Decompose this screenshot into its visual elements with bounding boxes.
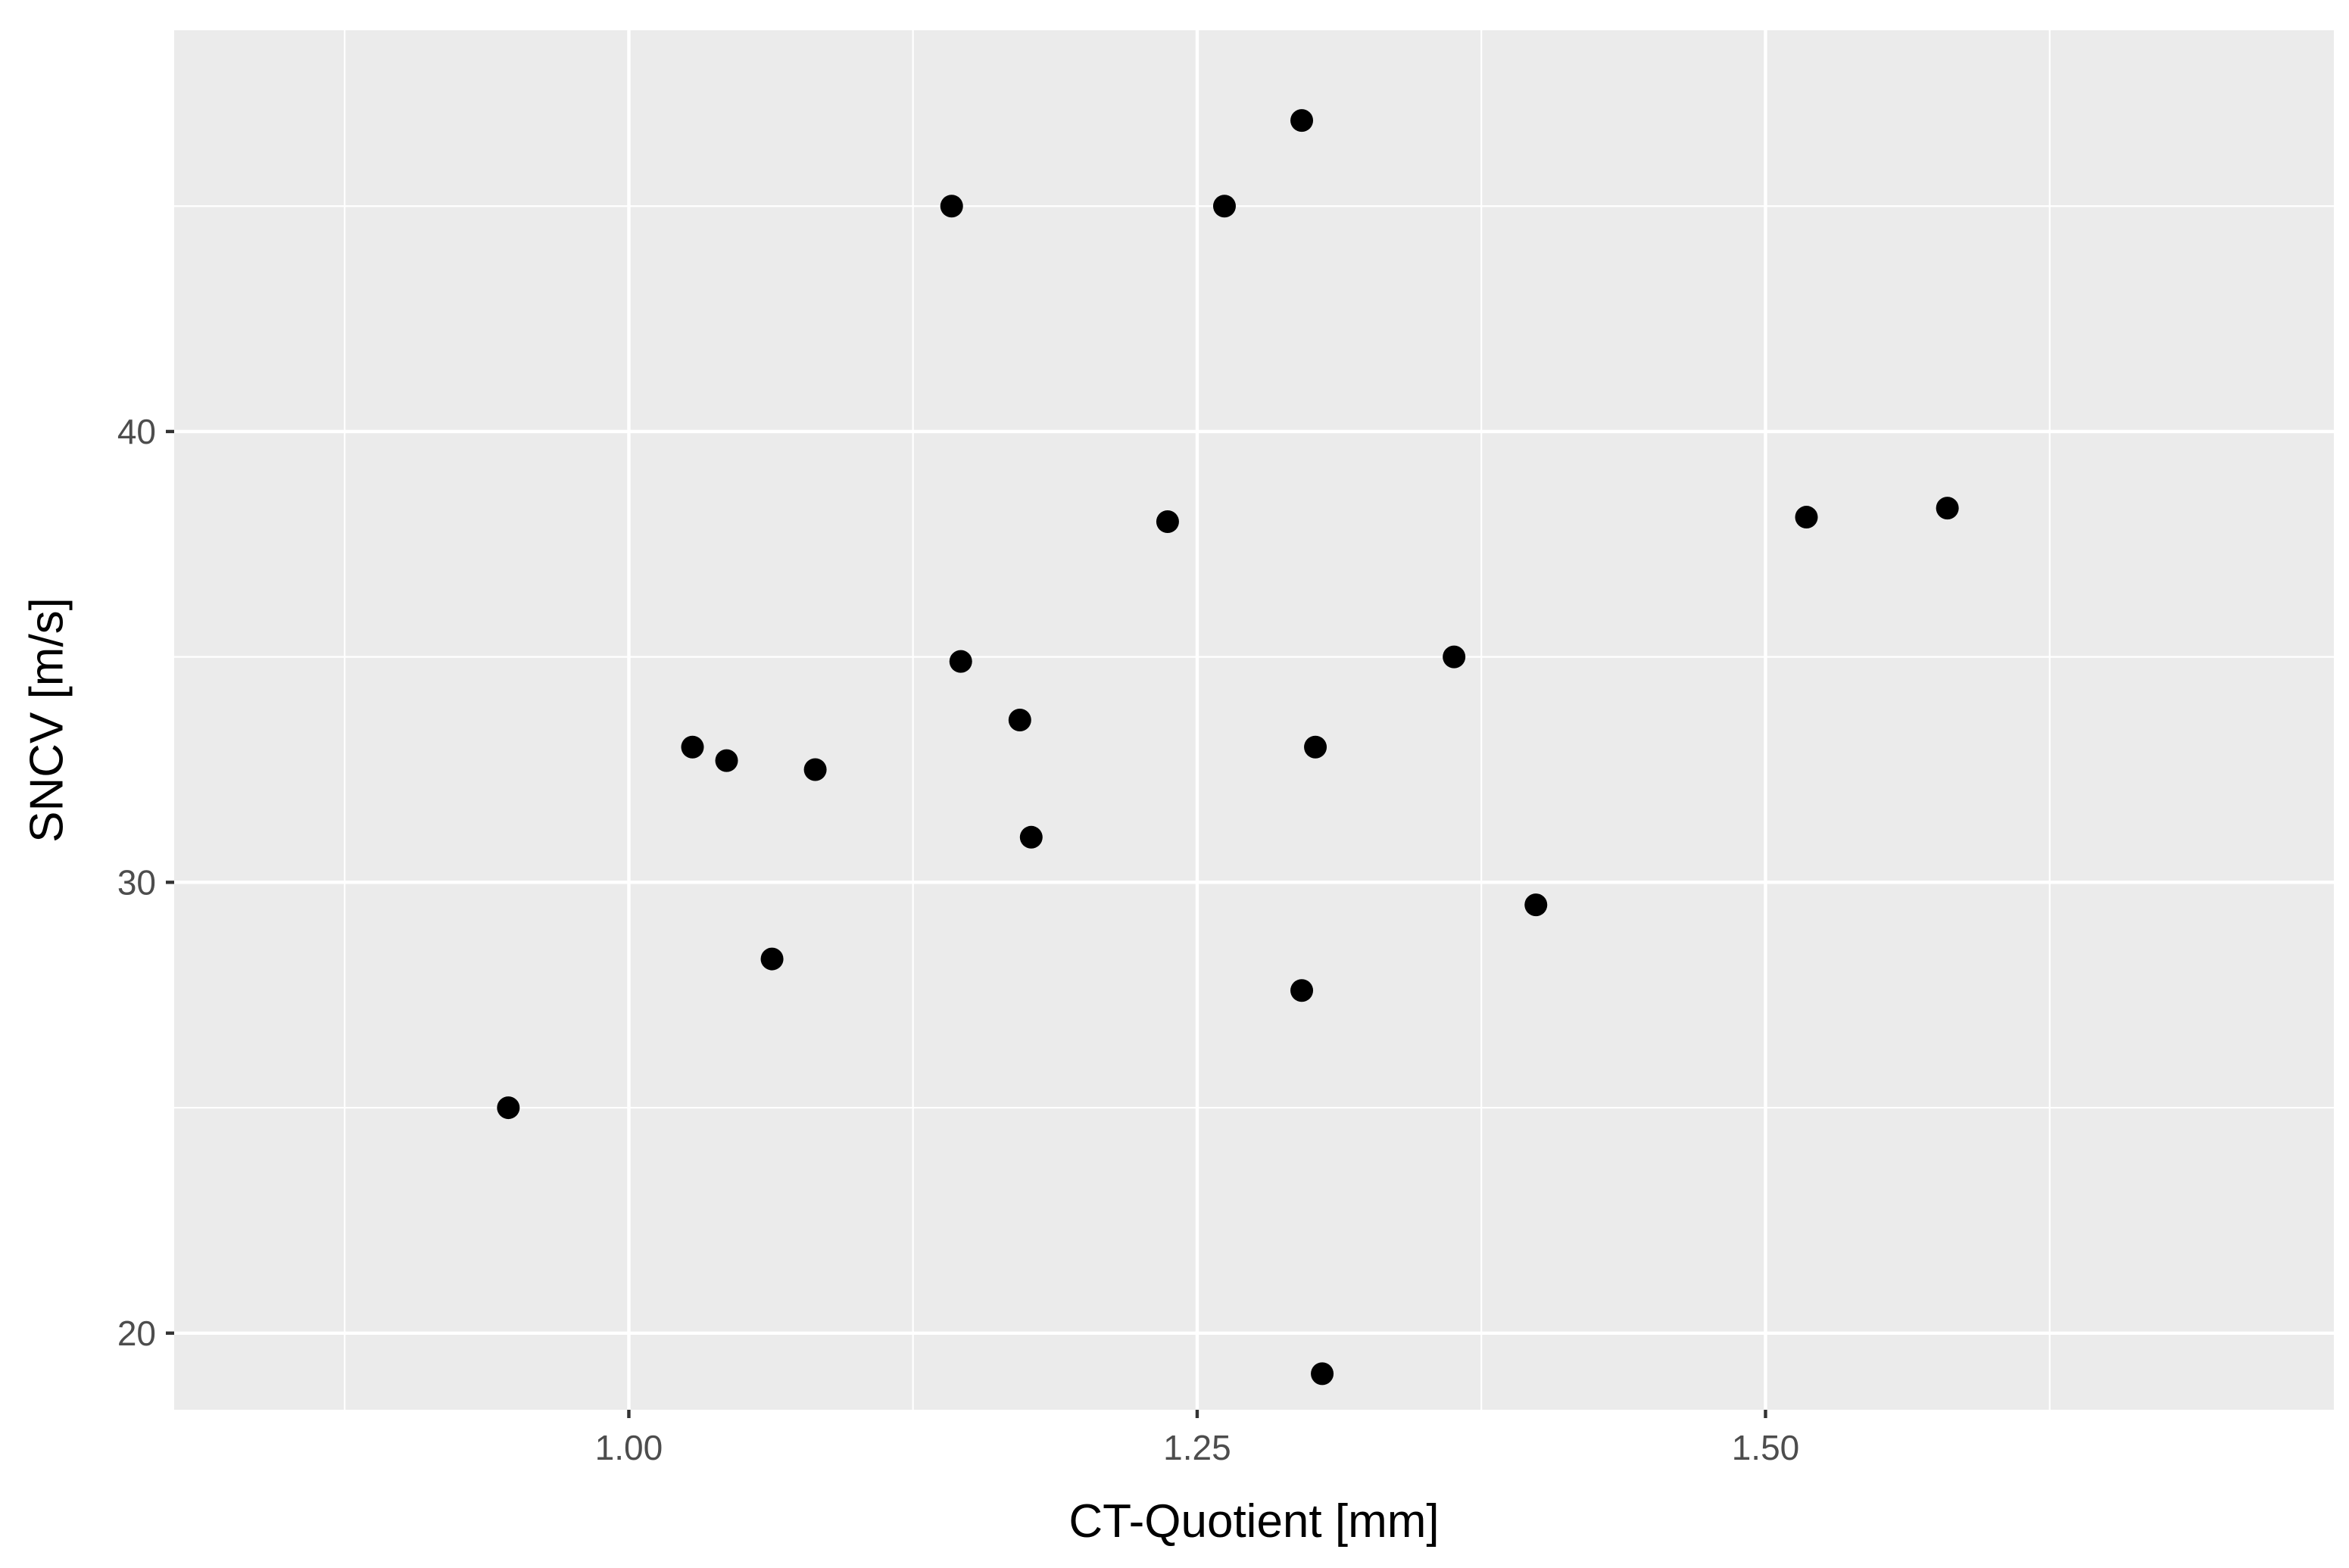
data-point bbox=[949, 650, 972, 673]
data-point bbox=[1936, 497, 1959, 520]
major-gridlines bbox=[174, 30, 2334, 1410]
data-point bbox=[1008, 709, 1031, 731]
y-tick-label: 20 bbox=[117, 1314, 156, 1353]
x-tick-label: 1.50 bbox=[1732, 1428, 1800, 1467]
y-tick-label: 40 bbox=[117, 412, 156, 451]
data-point bbox=[1795, 506, 1818, 529]
data-point bbox=[760, 947, 784, 971]
data-point bbox=[1290, 979, 1314, 1002]
y-tick-label: 30 bbox=[117, 862, 156, 902]
data-point bbox=[1019, 825, 1043, 849]
data-point bbox=[803, 758, 827, 781]
data-point bbox=[497, 1096, 520, 1120]
minor-gridlines bbox=[174, 30, 2334, 1410]
y-axis-title: SNCV [m/s] bbox=[21, 597, 73, 843]
x-axis-title: CT-Quotient [mm] bbox=[1068, 1495, 1439, 1548]
x-tick-label: 1.00 bbox=[595, 1428, 663, 1467]
x-tick-label: 1.25 bbox=[1163, 1428, 1231, 1467]
data-point bbox=[1524, 893, 1548, 917]
x-axis-ticks: 1.00 1.25 1.50 bbox=[595, 1410, 1800, 1467]
data-point bbox=[1304, 735, 1327, 759]
data-point bbox=[1156, 510, 1179, 534]
data-point bbox=[1443, 645, 1466, 669]
data-point bbox=[681, 735, 704, 759]
data-points bbox=[497, 109, 1959, 1386]
data-point bbox=[1311, 1362, 1334, 1386]
data-point bbox=[940, 195, 963, 218]
data-point bbox=[1290, 109, 1314, 132]
data-point bbox=[715, 749, 738, 772]
y-axis-ticks: 20 30 40 bbox=[117, 412, 174, 1353]
data-point bbox=[1212, 195, 1236, 218]
plot-panel bbox=[174, 30, 2334, 1410]
